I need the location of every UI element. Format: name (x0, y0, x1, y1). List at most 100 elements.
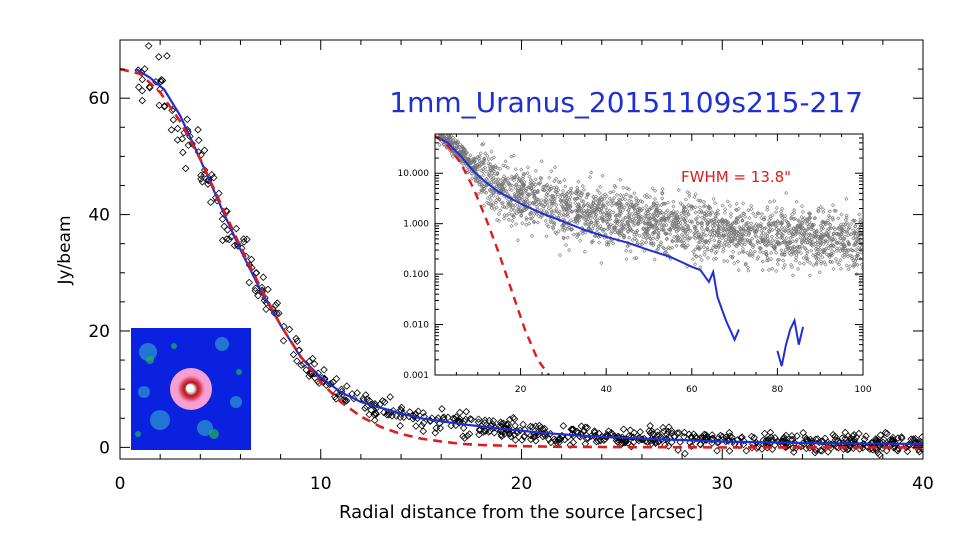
inset-data-point (636, 212, 641, 217)
main-data-point (220, 222, 228, 231)
inset-data-point (771, 222, 776, 227)
inset-data-point (811, 263, 816, 268)
inset-data-point (720, 221, 725, 226)
main-data-point (169, 116, 178, 124)
main-data-point (456, 408, 464, 417)
inset-data-point (818, 223, 823, 228)
inset-data-point (536, 199, 541, 204)
inset-data-point (603, 205, 608, 210)
inset-data-point (802, 216, 807, 221)
inset-data-point (473, 178, 478, 183)
inset-data-point (759, 228, 764, 233)
inset-data-point (797, 230, 802, 235)
inset-data-point (525, 165, 530, 170)
y-tick-label: 0 (99, 438, 110, 458)
inset-data-point (696, 246, 701, 251)
inset-data-point (622, 233, 627, 238)
main-data-point (208, 170, 216, 179)
inset-data-point (556, 188, 561, 193)
inset-data-point (803, 219, 808, 224)
inset-data-point (479, 168, 484, 173)
inset-data-point (696, 235, 701, 240)
main-data-point (654, 437, 663, 446)
inset-data-point (826, 232, 831, 237)
inset-data-point (652, 213, 657, 218)
inset-data-point (544, 210, 549, 215)
inset-data-point (678, 223, 683, 229)
main-data-point (726, 432, 734, 440)
inset-data-point (531, 195, 537, 200)
inset-data-point (646, 226, 651, 232)
inset-data-point (527, 221, 532, 226)
inset-data-point (644, 240, 649, 245)
main-data-point (293, 357, 301, 365)
main-data-point (173, 136, 182, 144)
inset-data-point (842, 250, 847, 255)
inset-data-point (727, 243, 732, 249)
main-data-point (167, 126, 176, 134)
inset-data-point (638, 208, 643, 214)
main-data-point (630, 429, 638, 437)
inset-data-point (842, 236, 847, 241)
inset-data-point (684, 204, 690, 209)
inset-data-point (846, 267, 851, 272)
main-data-point (436, 424, 445, 432)
main-data-point (832, 443, 841, 451)
inset-data-point (788, 240, 793, 245)
inset-data-point (561, 236, 566, 241)
inset-data-point (653, 226, 658, 232)
main-data-point (240, 238, 248, 246)
inset-data-point (794, 237, 799, 243)
main-data-point (724, 437, 733, 445)
inset-data-point (757, 249, 763, 254)
inset-data-point (790, 245, 795, 250)
inset-data-point (813, 246, 818, 251)
main-data-point (841, 434, 850, 443)
main-data-point (689, 436, 698, 444)
main-data-point (178, 135, 186, 143)
inset-data-point (760, 268, 765, 273)
inset-data-point (619, 222, 624, 227)
inset-data-point (855, 251, 860, 256)
inset-data-point (612, 230, 618, 235)
main-data-point (668, 438, 676, 447)
inset-data-point (721, 247, 726, 252)
inset-data-point (477, 156, 482, 161)
inset-data-point (568, 203, 573, 208)
inset-data-point (768, 216, 773, 221)
inset-data-point (466, 157, 472, 162)
inset-data-point (542, 208, 547, 213)
main-data-point (184, 141, 193, 150)
inset-data-point (676, 228, 681, 233)
main-data-point (559, 422, 568, 430)
inset-data-point (528, 216, 533, 221)
inset-data-point (736, 242, 741, 247)
inset-data-point (741, 224, 746, 229)
inset-data-point (739, 242, 744, 248)
inset-data-point (582, 249, 587, 254)
inset-data-point (728, 234, 733, 239)
inset-data-point (510, 218, 515, 223)
inset-data-point (655, 237, 660, 242)
main-data-point (332, 374, 341, 383)
main-data-point (293, 337, 302, 345)
inset-data-point (528, 181, 533, 186)
inset-data-point (509, 207, 514, 213)
inset-data-point (808, 215, 813, 220)
inset-data-point (818, 236, 823, 241)
inset-data-point (723, 224, 728, 229)
inset-data-point (618, 177, 623, 182)
inset-data-point (524, 186, 529, 191)
inset-data-point (490, 170, 495, 176)
inset-data-point (764, 252, 769, 257)
main-data-point (511, 421, 519, 430)
main-data-point (614, 438, 622, 446)
inset-data-point (846, 248, 851, 253)
inset-data-point (586, 222, 591, 227)
inset-data-point (634, 232, 639, 237)
inset-data-point (666, 213, 671, 218)
inset-data-point (726, 234, 731, 239)
inset-data-point (725, 227, 730, 232)
inset-data-point (856, 234, 861, 239)
inset-data-point (531, 219, 536, 224)
